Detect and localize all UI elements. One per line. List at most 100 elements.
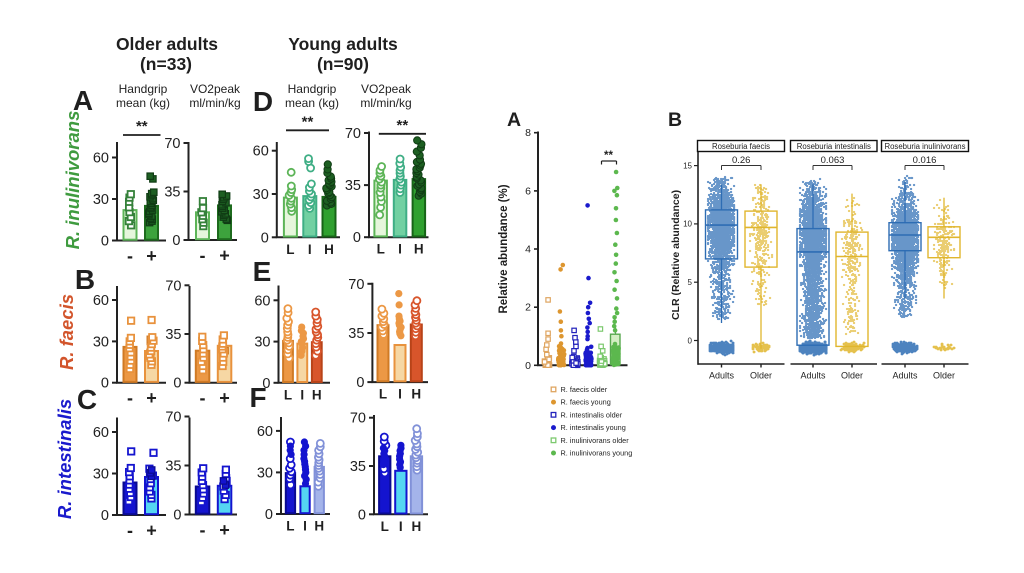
svg-text:0: 0 [173,508,181,524]
svg-text:H: H [312,387,322,402]
svg-text:C: C [77,384,97,415]
svg-text:H: H [414,242,424,257]
svg-text:+: + [219,388,230,408]
svg-text:VO2peak: VO2peak [361,82,412,96]
svg-text:I: I [308,242,312,257]
svg-text:L: L [381,519,389,534]
svg-text:mean (kg): mean (kg) [285,96,339,110]
svg-text:mean (kg): mean (kg) [116,96,170,110]
svg-text:35: 35 [350,459,366,475]
svg-text:-: - [200,388,206,408]
svg-text:+: + [146,246,157,266]
svg-text:Adults: Adults [709,371,735,381]
svg-text:F: F [249,382,266,413]
svg-text:15: 15 [683,161,692,170]
svg-text:70: 70 [348,277,364,293]
svg-text:H: H [411,387,421,402]
svg-text:B: B [75,264,95,295]
svg-text:60: 60 [253,144,269,160]
svg-text:Adults: Adults [892,371,918,381]
svg-text:60: 60 [257,424,273,440]
svg-text:R. intestinalis: R. intestinalis [54,399,75,519]
svg-text:ml/min/kg: ml/min/kg [189,96,240,110]
svg-text:-: - [127,388,133,408]
svg-text:0: 0 [172,233,180,249]
svg-text:60: 60 [93,293,109,309]
svg-text:+: + [146,388,157,408]
svg-text:Handgrip: Handgrip [119,82,168,96]
svg-text:30: 30 [257,465,273,481]
svg-text:60: 60 [93,425,109,441]
svg-text:-: - [200,246,206,266]
svg-text:Older adults: Older adults [116,34,218,54]
svg-text:R. faecis young: R. faecis young [561,398,611,407]
svg-text:L: L [286,519,294,534]
svg-text:R. inulinivorans young: R. inulinivorans young [561,449,633,458]
svg-text:35: 35 [164,185,180,201]
svg-text:30: 30 [93,467,109,483]
svg-text:35: 35 [165,459,181,475]
svg-text:R. inulinivorans older: R. inulinivorans older [561,436,630,445]
svg-text:H: H [324,242,334,257]
svg-text:70: 70 [164,136,180,152]
svg-text:Handgrip: Handgrip [288,82,337,96]
svg-text:Roseburia faecis: Roseburia faecis [712,142,770,151]
svg-text:(n=33): (n=33) [140,54,192,74]
svg-text:(n=90): (n=90) [317,54,369,74]
svg-text:L: L [284,387,292,402]
svg-text:ml/min/kg: ml/min/kg [360,96,411,110]
svg-text:0.063: 0.063 [821,155,845,166]
svg-text:8: 8 [525,127,531,139]
svg-text:0: 0 [265,507,273,523]
svg-text:Young adults: Young adults [288,34,398,54]
svg-text:70: 70 [165,410,181,426]
svg-text:70: 70 [165,278,181,294]
svg-text:0: 0 [173,376,181,392]
svg-text:70: 70 [350,411,366,427]
svg-text:I: I [398,387,402,402]
svg-text:0: 0 [101,508,109,524]
svg-text:30: 30 [254,335,270,351]
svg-text:E: E [253,256,272,287]
svg-text:-: - [127,246,133,266]
svg-text:5: 5 [688,278,693,287]
svg-text:30: 30 [93,192,109,208]
svg-text:B: B [668,109,682,131]
svg-text:I: I [398,242,402,257]
svg-text:**: ** [136,118,148,135]
svg-text:R. intestinalis young: R. intestinalis young [561,423,626,432]
svg-text:0: 0 [688,336,693,345]
svg-text:0: 0 [262,376,270,392]
svg-text:I: I [303,519,307,534]
svg-text:CLR (Relative abundance): CLR (Relative abundance) [670,190,682,320]
svg-text:R. faecis older: R. faecis older [561,385,608,394]
svg-text:L: L [377,242,385,257]
svg-text:H: H [314,519,324,534]
svg-text:0.26: 0.26 [732,155,751,166]
svg-text:+: + [219,246,230,266]
svg-text:30: 30 [253,187,269,203]
svg-text:60: 60 [93,151,109,167]
svg-text:0: 0 [525,360,531,372]
svg-text:-: - [200,520,206,540]
svg-text:Roseburia intestinalis: Roseburia intestinalis [797,142,871,151]
svg-text:VO2peak: VO2peak [190,82,241,96]
svg-text:A: A [507,109,521,131]
svg-text:30: 30 [93,334,109,350]
svg-text:R. inulinivorans: R. inulinivorans [62,111,83,250]
svg-text:I: I [399,519,403,534]
svg-text:D: D [253,86,273,117]
svg-text:70: 70 [345,126,361,142]
svg-text:**: ** [604,150,613,162]
svg-text:6: 6 [525,185,531,197]
svg-text:Older: Older [841,371,863,381]
svg-text:+: + [219,520,230,540]
svg-text:35: 35 [345,178,361,194]
svg-text:10: 10 [683,220,692,229]
svg-text:0: 0 [358,507,366,523]
svg-text:0: 0 [356,375,364,391]
svg-text:-: - [127,521,133,541]
svg-text:35: 35 [165,327,181,343]
svg-text:I: I [300,387,304,402]
svg-text:Adults: Adults [800,371,826,381]
